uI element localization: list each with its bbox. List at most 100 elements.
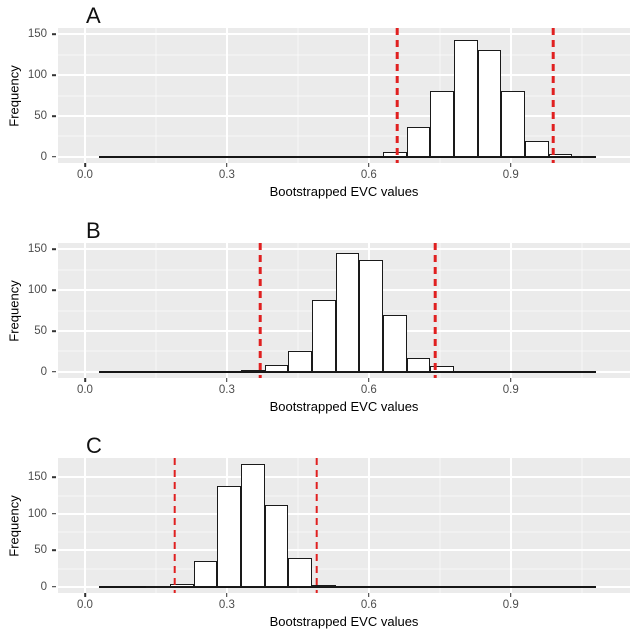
panel-label-c: C <box>86 433 102 458</box>
ci-dashed-line <box>395 28 399 163</box>
histogram-baseline <box>99 155 596 158</box>
histogram-bar <box>264 364 289 372</box>
x-minor-gridline <box>581 458 583 593</box>
panel-b: B Frequency 0 50 100 150 0.0 0.3 0.6 0.9 Boots… <box>0 215 640 430</box>
x-tick-mark <box>368 163 370 167</box>
y-tick-mark <box>52 74 56 76</box>
x-tick-mark <box>84 593 86 597</box>
histogram-bar <box>406 357 431 372</box>
y-minor-gridline <box>58 95 630 96</box>
x-major-gridline <box>225 28 228 163</box>
x-tick-label: 0.0 <box>76 384 93 396</box>
x-tick-mark <box>368 378 370 382</box>
x-minor-gridline <box>155 28 157 163</box>
y-major-gridline <box>58 33 630 36</box>
histogram-bar <box>241 370 265 373</box>
y-minor-gridline <box>58 495 630 497</box>
x-axis-ticks: 0.0 0.3 0.6 0.9 <box>58 163 630 185</box>
histogram-bar <box>241 464 265 587</box>
x-major-gridline <box>509 243 512 378</box>
histogram-bar <box>193 560 218 587</box>
x-major-gridline <box>83 458 86 593</box>
histogram-bar <box>501 91 525 157</box>
histogram-baseline <box>99 585 596 588</box>
x-tick-label: 0.6 <box>360 599 377 611</box>
histogram-bar <box>288 350 313 372</box>
x-tick-mark <box>84 378 86 382</box>
x-axis-title: Bootstrapped EVC values <box>269 184 419 199</box>
x-tick-mark <box>84 163 86 167</box>
x-tick-mark <box>509 378 512 382</box>
y-tick-mark <box>52 330 56 332</box>
ci-dashed-line <box>433 243 437 378</box>
y-major-gridline <box>58 74 630 77</box>
x-minor-gridline <box>581 28 583 163</box>
y-axis-ticks: 0 50 100 150 <box>0 458 57 593</box>
y-minor-gridline <box>58 531 630 533</box>
y-tick-mark <box>52 513 56 515</box>
x-tick-label: 0.6 <box>360 384 377 396</box>
y-tick-mark <box>52 289 56 291</box>
y-tick-label: 150 <box>27 243 47 256</box>
x-tick-label: 0.9 <box>502 169 519 181</box>
x-axis-ticks: 0.0 0.3 0.6 0.9 <box>58 378 630 400</box>
y-tick-label: 50 <box>34 109 47 122</box>
x-minor-gridline <box>439 243 441 378</box>
histogram-bar <box>548 153 573 157</box>
x-tick-mark <box>509 593 512 597</box>
y-tick-label: 150 <box>27 28 47 41</box>
panel-c: C Frequency 0 50 100 150 0.0 0.3 0.6 0.9 Boots… <box>0 430 640 640</box>
histogram-baseline <box>99 370 596 373</box>
y-tick-mark <box>52 549 56 552</box>
y-tick-mark <box>52 33 56 35</box>
x-axis-title: Bootstrapped EVC values <box>269 614 419 629</box>
y-minor-gridline <box>58 568 630 570</box>
histogram-bar <box>383 151 407 157</box>
y-minor-gridline <box>58 135 630 137</box>
x-minor-gridline <box>155 243 157 378</box>
x-minor-gridline <box>155 458 157 593</box>
ci-dashed-line <box>315 458 319 593</box>
y-tick-label: 100 <box>27 507 47 520</box>
x-axis-ticks: 0.0 0.3 0.6 0.9 <box>58 593 630 615</box>
y-major-gridline <box>58 549 630 552</box>
y-tick-label: 0 <box>40 150 47 163</box>
x-major-gridline <box>83 243 86 378</box>
x-major-gridline <box>367 458 370 593</box>
x-major-gridline <box>509 458 512 593</box>
x-tick-mark <box>226 378 228 382</box>
y-axis-ticks: 0 50 100 150 <box>0 28 57 163</box>
histogram-bar <box>383 315 407 372</box>
y-major-gridline <box>58 476 630 479</box>
histogram-bar <box>477 49 502 157</box>
y-tick-label: 50 <box>34 544 47 557</box>
plot-area <box>58 243 630 378</box>
histogram-bar <box>524 141 549 157</box>
x-tick-label: 0.3 <box>218 599 235 611</box>
plot-area <box>58 28 630 163</box>
x-tick-label: 0.3 <box>218 169 235 181</box>
histogram-bar <box>359 259 384 372</box>
x-tick-label: 0.0 <box>76 169 93 181</box>
x-major-gridline <box>225 243 228 378</box>
y-major-gridline <box>58 114 630 117</box>
y-tick-mark <box>52 476 56 479</box>
y-tick-label: 150 <box>27 471 47 484</box>
panel-label-a: A <box>86 3 101 28</box>
histogram-bar <box>312 584 336 587</box>
histogram-bar <box>430 366 454 372</box>
y-tick-mark <box>52 371 56 373</box>
panel-a: A Frequency 0 50 100 150 0.0 0.3 0.6 0.9 Boots… <box>0 0 640 215</box>
x-tick-label: 0.9 <box>502 384 519 396</box>
y-tick-label: 0 <box>40 365 47 378</box>
histogram-bar <box>335 253 360 372</box>
x-tick-label: 0.6 <box>360 169 377 181</box>
x-major-gridline <box>83 28 86 163</box>
ci-dashed-line <box>173 458 177 593</box>
histogram-bar <box>217 486 242 587</box>
histogram-bar <box>288 558 313 587</box>
y-major-gridline <box>58 512 630 515</box>
panel-label-b: B <box>86 218 101 243</box>
plot-area <box>58 458 630 593</box>
